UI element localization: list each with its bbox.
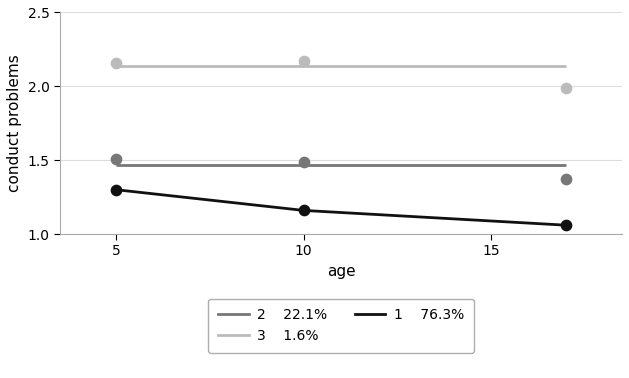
Y-axis label: conduct problems: conduct problems — [7, 54, 22, 192]
Legend: 2    22.1%, 3    1.6%, 1    76.3%: 2 22.1%, 3 1.6%, 1 76.3% — [208, 299, 474, 353]
Point — [111, 60, 121, 66]
Point — [561, 177, 571, 183]
Point — [299, 58, 309, 64]
Point — [299, 208, 309, 214]
Point — [111, 187, 121, 193]
Point — [561, 222, 571, 228]
Point — [111, 156, 121, 162]
X-axis label: age: age — [326, 264, 355, 279]
Point — [299, 159, 309, 165]
Point — [561, 85, 571, 91]
